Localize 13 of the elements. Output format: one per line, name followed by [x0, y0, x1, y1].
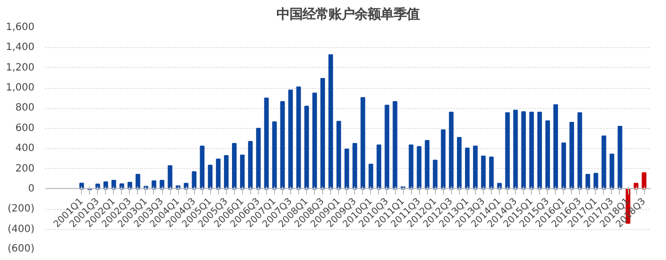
- y-tick-label: 400: [15, 143, 35, 154]
- y-tick-label: 800: [15, 102, 35, 114]
- y-tick-label: 1,200: [6, 62, 35, 74]
- y-tick-label: 1,400: [6, 42, 35, 54]
- y-tick-label: (400): [8, 224, 35, 235]
- chart-title: 中国经常账户余额单季值: [276, 6, 420, 22]
- y-tick-label: (600): [8, 244, 35, 254]
- y-tick-label: 200: [15, 163, 35, 174]
- y-tick-label: 600: [15, 122, 35, 134]
- y-tick-label: 0: [28, 183, 35, 194]
- y-tick-label: 1,000: [6, 82, 35, 94]
- y-tick-label: 1,600: [6, 22, 35, 33]
- y-tick-label: (200): [8, 204, 35, 215]
